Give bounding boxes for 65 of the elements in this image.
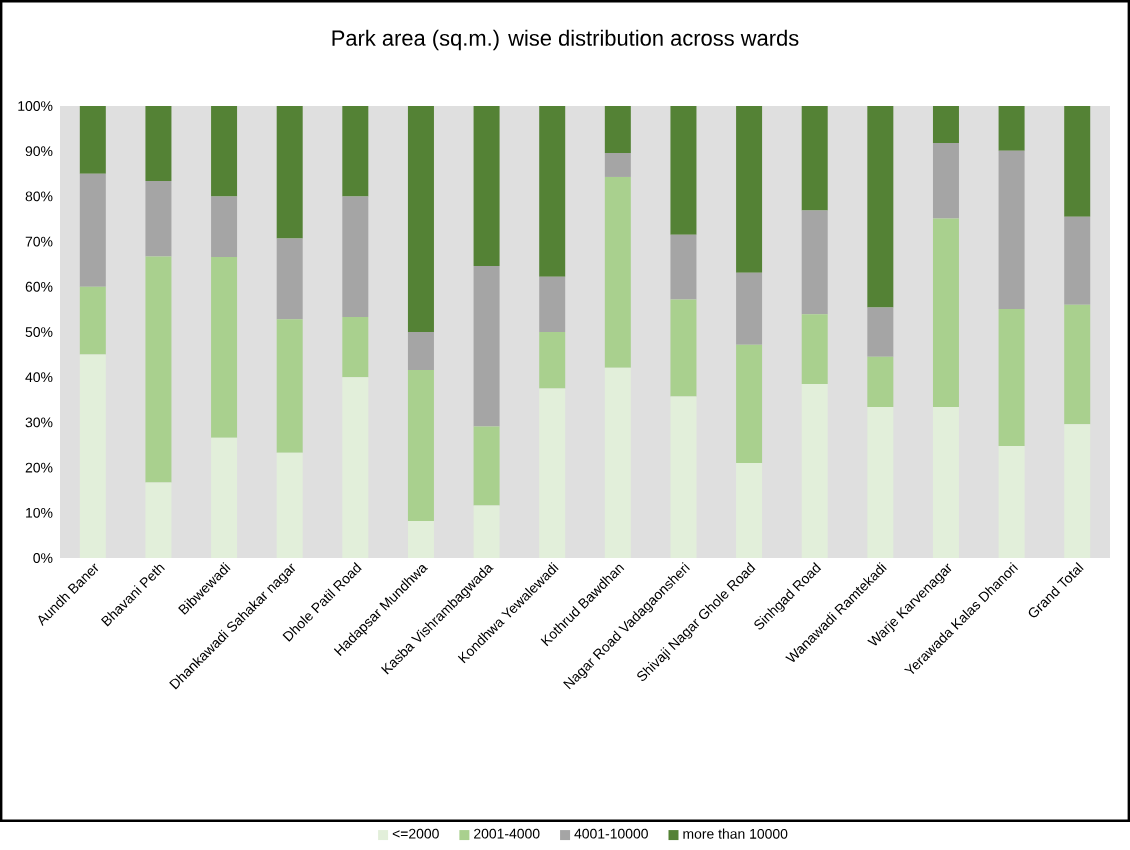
bar (736, 106, 763, 273)
bar (932, 143, 959, 219)
bar (276, 319, 303, 453)
bar (342, 377, 369, 559)
bar (342, 317, 369, 378)
bar (604, 106, 631, 154)
bar (670, 235, 697, 300)
bar (670, 396, 697, 559)
bar (604, 153, 631, 178)
bar (539, 388, 566, 559)
bar (342, 106, 369, 197)
bar (801, 210, 828, 315)
bar (211, 106, 238, 197)
bar (801, 106, 828, 211)
bar (473, 426, 500, 506)
bar (79, 106, 106, 174)
bar (998, 150, 1025, 310)
bar (604, 367, 631, 559)
bar (867, 106, 894, 308)
bar (539, 106, 566, 278)
bar (1064, 106, 1091, 217)
bar (539, 332, 566, 389)
bar (276, 452, 303, 559)
bar (867, 357, 894, 408)
bar (932, 106, 959, 144)
bar (276, 106, 303, 239)
bar (79, 286, 106, 355)
bar (1064, 216, 1091, 306)
bar (998, 446, 1025, 559)
bar (998, 309, 1025, 447)
bar (276, 238, 303, 320)
bar (801, 314, 828, 385)
bar (932, 407, 959, 559)
bar (473, 106, 500, 267)
bar (407, 106, 434, 333)
bar (736, 463, 763, 559)
bar (539, 277, 566, 333)
bar (211, 196, 238, 258)
bar (1064, 424, 1091, 559)
bar (79, 173, 106, 287)
bar (79, 354, 106, 559)
bar (670, 106, 697, 235)
bar (211, 257, 238, 438)
bar (145, 256, 172, 483)
bar (604, 177, 631, 368)
bar (998, 106, 1025, 151)
bar (867, 307, 894, 358)
bar (407, 332, 434, 371)
chart-title: Park area (sq.m.) wise distribution across wards (332, 29, 799, 51)
bar (145, 181, 172, 257)
bar (736, 344, 763, 464)
bar (932, 218, 959, 408)
bar (145, 106, 172, 182)
bar (670, 299, 697, 397)
bar (211, 437, 238, 559)
bar (473, 266, 500, 427)
bar (145, 482, 172, 559)
bar (736, 272, 763, 345)
bar (801, 384, 828, 559)
bar (867, 407, 894, 559)
bar (342, 196, 369, 318)
bar (407, 521, 434, 559)
bar (1064, 305, 1091, 425)
bar (473, 505, 500, 559)
bar (407, 370, 434, 522)
